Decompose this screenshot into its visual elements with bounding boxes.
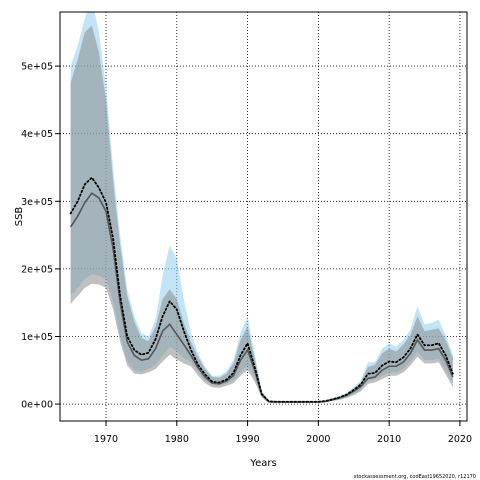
plot-frame	[59, 11, 468, 422]
x-tick-label-2020: 2020	[448, 434, 472, 445]
x-tick-label-2010: 2010	[377, 434, 401, 445]
x-axis: 1970 1980 1990 2000 2010 2020	[94, 421, 472, 445]
y-tick-label-5: 5e+05	[21, 62, 53, 73]
y-axis-title: SSB	[14, 207, 25, 227]
y-tick-label-0: 0e+00	[21, 400, 53, 411]
x-tick-label-1990: 1990	[235, 434, 259, 445]
y-tick-label-1: 1e+05	[21, 332, 53, 343]
dotted-estimate-line	[69, 176, 454, 403]
credit-text: stockassessment.org, codEast19652020, r1…	[354, 474, 476, 480]
y-tick-label-2: 2e+05	[21, 264, 53, 275]
y-tick-label-3: 3e+05	[21, 197, 53, 208]
y-axis: 0e+00 1e+05 2e+05 3e+05 4e+05 5e+05	[21, 62, 60, 411]
series-layer	[69, 12, 454, 403]
x-tick-label-2000: 2000	[306, 434, 330, 445]
y-tick-label-4: 4e+05	[21, 129, 53, 140]
x-tick-label-1980: 1980	[165, 434, 189, 445]
x-axis-title: Years	[249, 458, 276, 469]
x-tick-label-1970: 1970	[94, 434, 118, 445]
